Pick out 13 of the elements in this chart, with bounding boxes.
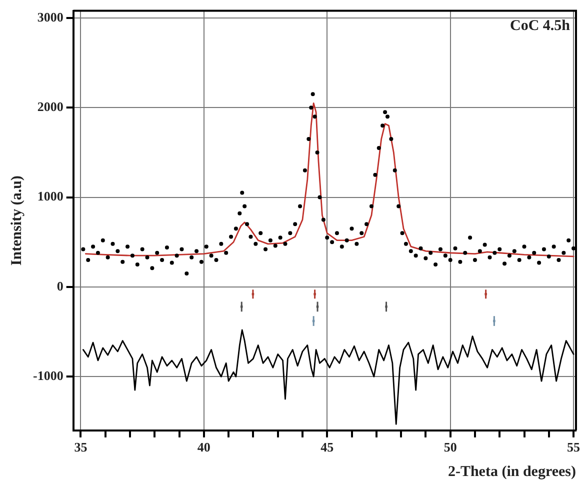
- y-tick-label: 1000: [37, 188, 64, 204]
- x-tick-label: 55: [567, 440, 581, 455]
- y-tick-label: 2000: [37, 98, 64, 114]
- x-tick-label: 45: [320, 440, 334, 455]
- y-tick-label: -1000: [32, 368, 64, 383]
- x-tick-label: 40: [197, 440, 210, 455]
- annotation: CoC 4.5h: [510, 18, 571, 34]
- y-tick-label: 0: [56, 278, 64, 294]
- y-tick-label: 3000: [37, 9, 64, 24]
- y-axis-title: Intensity (a.u): [8, 176, 25, 266]
- x-tick-label: 50: [444, 440, 457, 455]
- x-tick-label: 35: [74, 440, 88, 455]
- x-axis-title: 2-Theta (in degrees): [448, 464, 576, 480]
